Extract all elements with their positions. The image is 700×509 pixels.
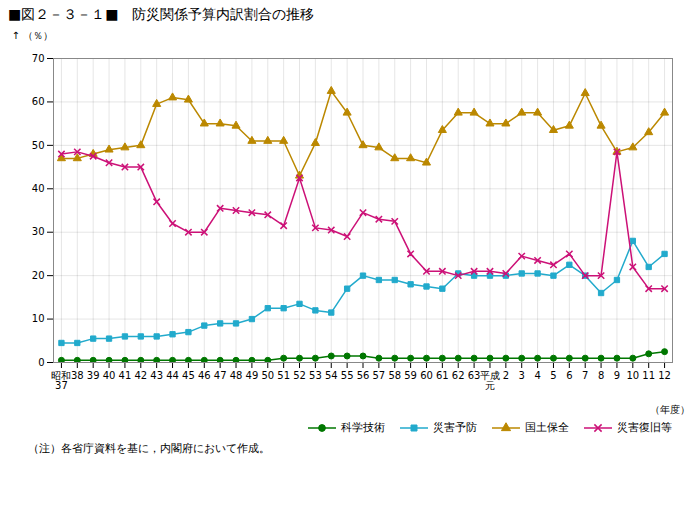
svg-text:54: 54 [325, 370, 338, 381]
svg-text:57: 57 [373, 370, 386, 381]
svg-text:（年度）: （年度） [650, 404, 690, 415]
svg-text:42: 42 [134, 370, 147, 381]
svg-text:↑ （％）: ↑ （％） [12, 30, 54, 41]
svg-text:61: 61 [436, 370, 449, 381]
svg-text:55: 55 [341, 370, 354, 381]
svg-text:7: 7 [582, 370, 588, 381]
svg-text:20: 20 [32, 270, 45, 281]
svg-text:平成元: 平成元 [480, 370, 500, 391]
svg-text:59: 59 [404, 370, 417, 381]
svg-text:30: 30 [32, 226, 45, 237]
svg-text:45: 45 [182, 370, 195, 381]
svg-text:2: 2 [503, 370, 509, 381]
svg-text:53: 53 [309, 370, 322, 381]
svg-text:47: 47 [214, 370, 227, 381]
html-text:災害復旧等: 災害復旧等 [617, 421, 672, 434]
svg-text:12: 12 [658, 370, 671, 381]
svg-text:52: 52 [293, 370, 306, 381]
html-text:災害予防: 災害予防 [433, 421, 477, 434]
html-text:（注）各省庁資料を基に，内閣府において作成。: （注）各省庁資料を基に，内閣府において作成。 [28, 442, 270, 455]
html-text:国土保全: 国土保全 [525, 421, 569, 434]
svg-text:0: 0 [38, 357, 44, 368]
svg-text:38: 38 [71, 370, 84, 381]
svg-text:56: 56 [357, 370, 370, 381]
svg-text:10: 10 [626, 370, 639, 381]
svg-text:8: 8 [598, 370, 604, 381]
html-text:科学技術: 科学技術 [341, 421, 385, 434]
html-text:■図２－３－１■ 防災関係予算内訳割合の推移: ■図２－３－１■ 防災関係予算内訳割合の推移 [8, 6, 315, 22]
svg-text:51: 51 [277, 370, 290, 381]
svg-text:40: 40 [32, 183, 45, 194]
svg-text:昭和37: 昭和37 [51, 370, 71, 391]
svg-text:60: 60 [420, 370, 433, 381]
svg-text:58: 58 [388, 370, 401, 381]
svg-text:60: 60 [32, 96, 45, 107]
svg-text:50: 50 [32, 140, 45, 151]
svg-text:50: 50 [261, 370, 274, 381]
svg-text:62: 62 [452, 370, 465, 381]
svg-text:4: 4 [534, 370, 540, 381]
svg-text:39: 39 [87, 370, 100, 381]
svg-text:49: 49 [246, 370, 259, 381]
svg-text:48: 48 [230, 370, 243, 381]
svg-text:3: 3 [519, 370, 525, 381]
svg-text:5: 5 [550, 370, 556, 381]
svg-text:70: 70 [32, 53, 45, 64]
svg-text:43: 43 [150, 370, 163, 381]
svg-text:46: 46 [198, 370, 211, 381]
svg-text:44: 44 [166, 370, 179, 381]
svg-text:63: 63 [468, 370, 481, 381]
svg-text:10: 10 [32, 313, 45, 324]
svg-text:11: 11 [642, 370, 655, 381]
svg-text:6: 6 [566, 370, 572, 381]
svg-text:41: 41 [119, 370, 132, 381]
svg-text:9: 9 [614, 370, 620, 381]
svg-text:40: 40 [103, 370, 116, 381]
